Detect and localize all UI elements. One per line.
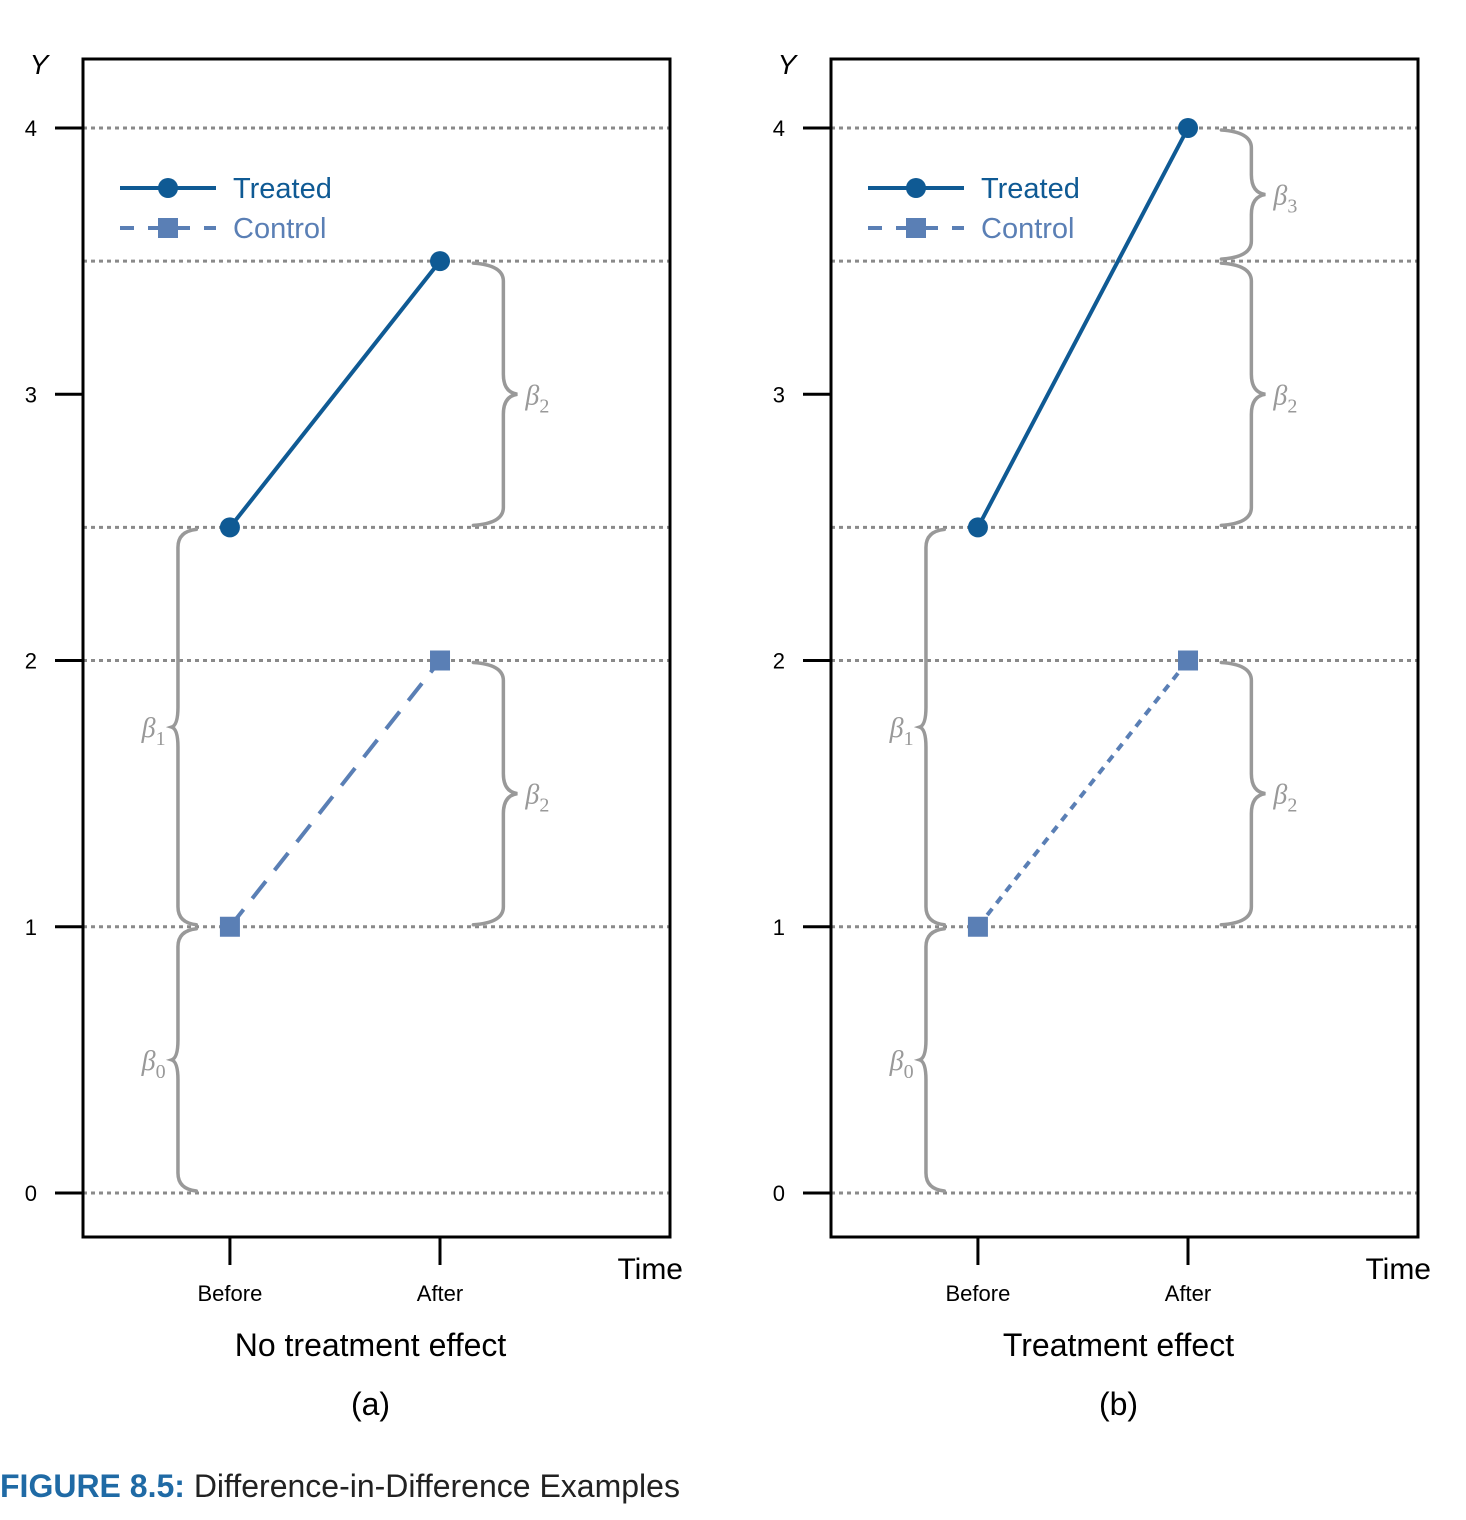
panel-subtitle: No treatment effect — [235, 1327, 507, 1363]
point-control-after — [1178, 650, 1199, 671]
brace-label-3: β2 — [1272, 380, 1297, 417]
brace-label-1: β1 — [889, 713, 914, 750]
figure-caption-text: Difference-in-Difference Examples — [193, 1468, 680, 1504]
y-tick-label-1: 1 — [25, 915, 37, 940]
brace-annotation-2 — [1219, 128, 1266, 261]
plot-frame — [829, 57, 1420, 1239]
x-axis-label: Time — [617, 1253, 683, 1286]
brace-annotation-0 — [913, 927, 947, 1193]
brace-annotation-2 — [471, 261, 518, 528]
point-treated-after — [1178, 118, 1199, 138]
y-tick-label-2: 2 — [25, 649, 37, 674]
panel-tag: (b) — [1099, 1386, 1138, 1422]
brace-label-subscript: 2 — [539, 395, 549, 417]
x-tick-label-after: After — [1165, 1281, 1211, 1306]
chart-panel-a: 0 1 2 3 4 Y Before After Time No treatment effect… — [25, 49, 683, 1422]
legend-label-control: Control — [233, 213, 327, 245]
point-treated-before — [219, 517, 240, 538]
brace-label-subscript: 2 — [1287, 395, 1297, 417]
figure: 0 1 2 3 4 Y Before After Time No treatment effect… — [25, 49, 1431, 1422]
brace-label-0: β0 — [141, 1046, 166, 1083]
brace-label-subscript: 0 — [904, 1061, 914, 1083]
x-tick-label-before: Before — [946, 1281, 1011, 1306]
legend-marker-treated — [906, 178, 926, 198]
brace-label-subscript: 0 — [156, 1061, 166, 1083]
y-tick-label-3: 3 — [773, 382, 785, 407]
brace-label-2: β2 — [524, 380, 549, 417]
point-treated-after — [430, 251, 451, 272]
figure-caption-label: FIGURE 8.5: — [0, 1468, 185, 1504]
point-control-before — [219, 916, 240, 937]
brace-annotation-0 — [165, 927, 199, 1193]
brace-annotation-3 — [471, 660, 518, 927]
legend-label-control: Control — [981, 213, 1075, 245]
figure-caption: FIGURE 8.5: Difference-in-Difference Exa… — [0, 1468, 680, 1505]
brace-label-subscript: 1 — [904, 728, 914, 750]
brace-annotation-3 — [1219, 261, 1266, 528]
panel-tag: (a) — [351, 1386, 390, 1422]
legend-marker-treated — [158, 178, 178, 198]
y-tick-label-0: 0 — [25, 1181, 37, 1206]
legend-marker-control — [906, 218, 926, 238]
y-tick-label-3: 3 — [25, 382, 37, 407]
brace-label-4: β2 — [1272, 780, 1297, 817]
brace-annotation-1 — [165, 527, 199, 927]
y-axis-label: Y — [30, 49, 51, 80]
brace-label-subscript: 1 — [156, 728, 166, 750]
y-tick-label-0: 0 — [773, 1181, 785, 1206]
brace-label-subscript: 3 — [1287, 196, 1297, 218]
legend: Treated Control — [868, 173, 1080, 245]
y-axis-label: Y — [778, 49, 799, 80]
y-tick-label-4: 4 — [773, 116, 785, 141]
brace-annotation-1 — [913, 527, 947, 927]
brace-label-0: β0 — [889, 1046, 914, 1083]
brace-label-2: β3 — [1272, 181, 1297, 218]
series-line-treated — [228, 259, 442, 529]
brace-label-3: β2 — [524, 780, 549, 817]
x-tick-label-after: After — [417, 1281, 463, 1306]
legend-label-treated: Treated — [233, 173, 332, 205]
plot-frame — [81, 57, 672, 1239]
brace-annotation-4 — [1219, 660, 1266, 927]
legend-label-treated: Treated — [981, 173, 1080, 205]
y-tick-label-2: 2 — [773, 649, 785, 674]
point-treated-before — [967, 517, 988, 538]
chart-panel-b: 0 1 2 3 4 Y Before After Time Treatment effect (b)… — [773, 49, 1431, 1422]
x-tick-label-before: Before — [198, 1281, 263, 1306]
y-tick-label-1: 1 — [773, 915, 785, 940]
legend: Treated Control — [120, 173, 332, 245]
point-control-before — [967, 916, 988, 937]
series-line-control — [976, 659, 1190, 928]
x-axis-label: Time — [1365, 1253, 1431, 1286]
brace-label-subscript: 2 — [1287, 795, 1297, 817]
brace-label-subscript: 2 — [539, 795, 549, 817]
series-line-control — [228, 659, 442, 928]
series-line-treated — [976, 127, 1190, 529]
brace-label-1: β1 — [141, 713, 166, 750]
panel-subtitle: Treatment effect — [1003, 1327, 1234, 1363]
point-control-after — [430, 650, 451, 671]
legend-marker-control — [158, 218, 178, 238]
y-tick-label-4: 4 — [25, 116, 37, 141]
